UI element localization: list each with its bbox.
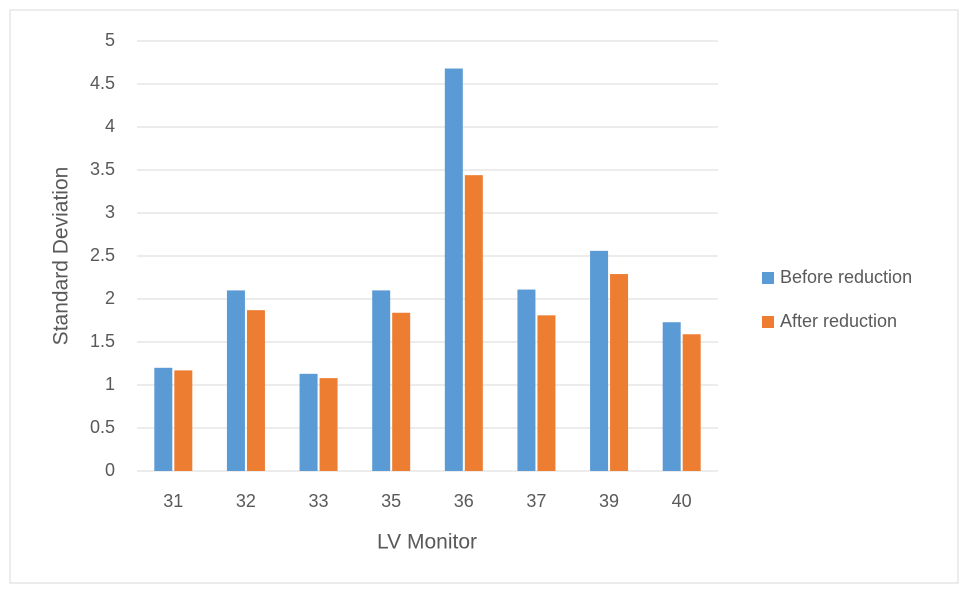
- x-tick-label: 40: [672, 491, 692, 511]
- x-axis-title: LV Monitor: [377, 531, 477, 554]
- bar: [319, 378, 338, 471]
- legend-label: Before reduction: [780, 267, 912, 287]
- x-tick-label: 35: [381, 491, 401, 511]
- legend-label: After reduction: [780, 311, 897, 331]
- bar: [154, 367, 173, 471]
- y-tick-label: 4: [105, 116, 115, 136]
- chart-frame: [9, 9, 959, 584]
- legend-swatch: [762, 272, 774, 284]
- y-tick-label: 2: [105, 288, 115, 308]
- bar: [372, 290, 391, 471]
- x-tick-label: 33: [309, 491, 329, 511]
- bar: [392, 312, 411, 471]
- bar: [299, 373, 318, 471]
- y-tick-label: 3.5: [90, 159, 115, 179]
- x-tick-label: 39: [599, 491, 619, 511]
- bar: [590, 250, 609, 471]
- y-axis-title: Standard Deviation: [50, 167, 73, 346]
- bar: [444, 68, 463, 472]
- y-tick-label: 1: [105, 374, 115, 394]
- bar: [246, 310, 265, 471]
- bar: [682, 334, 701, 471]
- legend-swatch: [762, 316, 774, 328]
- bar: [174, 370, 193, 471]
- bar: [464, 175, 483, 471]
- y-tick-label: 0: [105, 460, 115, 480]
- y-tick-label: 0.5: [90, 417, 115, 437]
- x-tick-label: 37: [526, 491, 546, 511]
- x-tick-label: 31: [163, 491, 183, 511]
- y-tick-label: 4.5: [90, 73, 115, 93]
- y-tick-label: 5: [105, 30, 115, 50]
- bar: [517, 289, 536, 471]
- y-tick-label: 1.5: [90, 331, 115, 351]
- y-tick-label: 3: [105, 202, 115, 222]
- bar: [226, 290, 245, 471]
- x-tick-label: 36: [454, 491, 474, 511]
- x-tick-label: 32: [236, 491, 256, 511]
- bar: [610, 274, 629, 471]
- y-tick-label: 2.5: [90, 245, 115, 265]
- bar: [662, 322, 681, 471]
- bar: [537, 315, 556, 471]
